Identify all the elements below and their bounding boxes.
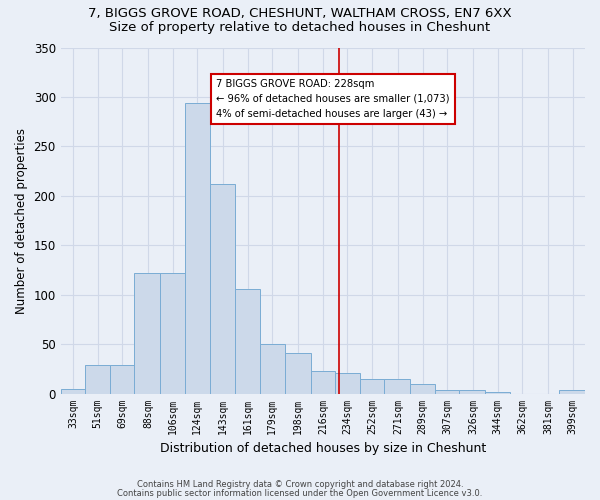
Bar [85, 365, 110, 394]
Bar [311, 371, 335, 394]
Bar [284, 353, 311, 394]
Bar [435, 390, 460, 394]
Bar [134, 273, 160, 394]
Text: 7, BIGGS GROVE ROAD, CHESHUNT, WALTHAM CROSS, EN7 6XX: 7, BIGGS GROVE ROAD, CHESHUNT, WALTHAM C… [88, 8, 512, 20]
Bar [260, 344, 284, 394]
Text: Contains public sector information licensed under the Open Government Licence v3: Contains public sector information licen… [118, 488, 482, 498]
Bar [460, 390, 485, 394]
Bar [110, 365, 134, 394]
Text: 7 BIGGS GROVE ROAD: 228sqm
← 96% of detached houses are smaller (1,073)
4% of se: 7 BIGGS GROVE ROAD: 228sqm ← 96% of deta… [217, 79, 450, 118]
Text: Size of property relative to detached houses in Cheshunt: Size of property relative to detached ho… [109, 21, 491, 34]
Bar [384, 378, 410, 394]
Bar [485, 392, 510, 394]
Bar [160, 273, 185, 394]
X-axis label: Distribution of detached houses by size in Cheshunt: Distribution of detached houses by size … [160, 442, 486, 455]
Bar [360, 378, 384, 394]
Bar [61, 388, 85, 394]
Bar [209, 184, 235, 394]
Bar [335, 373, 360, 394]
Bar [235, 289, 260, 394]
Y-axis label: Number of detached properties: Number of detached properties [15, 128, 28, 314]
Bar [410, 384, 435, 394]
Text: Contains HM Land Registry data © Crown copyright and database right 2024.: Contains HM Land Registry data © Crown c… [137, 480, 463, 489]
Bar [185, 103, 209, 394]
Bar [559, 390, 585, 394]
